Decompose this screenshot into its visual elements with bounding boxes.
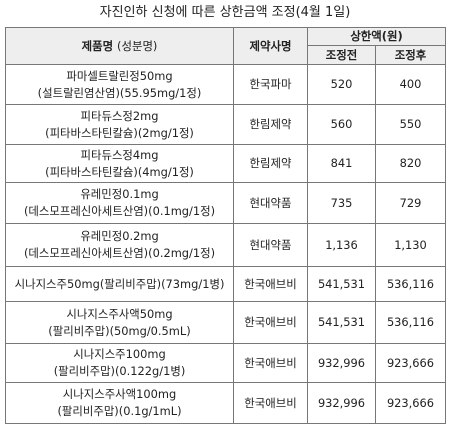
product-cell: 파마셀트랄린정50mg (설트랄린염산염)(55.95mg/1정) — [5, 64, 234, 105]
price-before-cell: 541,531 — [307, 266, 376, 302]
product-cell: 시나지스주사액100mg (팔리비주맙)(0.1g/1mL) — [5, 382, 234, 424]
price-after-cell: 729 — [375, 182, 446, 224]
product-name-line1: 시나지스주사액100mg — [62, 387, 177, 401]
table-row: 피타듀스정4mg (피타바스타틴칼슘)(4mg/1정) 한림제약 841 820 — [5, 144, 446, 183]
product-name-line2: (데스모프레신아세트산염)(0.2mg/1정) — [23, 246, 216, 260]
product-cell: 유레민정0.2mg (데스모프레신아세트산염)(0.2mg/1정) — [5, 223, 234, 267]
table-row: 파마셀트랄린정50mg (설트랄린염산염)(55.95mg/1정) 한국파마 5… — [5, 64, 446, 105]
maker-cell: 현대약품 — [233, 182, 308, 224]
price-before-cell: 520 — [307, 64, 376, 105]
header-row-1: 제품명 (성분명) 제약사명 상한액(원) — [5, 27, 446, 65]
product-name-line1: 파마셀트랄린정50mg — [66, 68, 173, 83]
product-name-line2: (팔리비주맙)(0.122g/1병) — [53, 364, 186, 378]
price-after-cell: 536,116 — [375, 301, 446, 344]
product-name-line1: 피타듀스정4mg — [80, 147, 159, 162]
price-after-cell: 820 — [375, 144, 446, 183]
price-after-cell: 923,666 — [375, 343, 446, 383]
table-row: 시나지스주사액50mg (팔리비주맙)(50mg/0.5mL) 한국애브비 54… — [5, 301, 446, 344]
price-before-cell: 541,531 — [307, 301, 376, 344]
price-before-cell: 735 — [307, 182, 376, 224]
product-name-line2: (피타바스타틴칼슘)(2mg/1정) — [45, 125, 194, 140]
maker-cell: 한국파마 — [233, 64, 308, 105]
price-before-cell: 841 — [307, 144, 376, 183]
price-before-cell: 932,996 — [307, 343, 376, 383]
table-row: 유레민정0.1mg (데스모프레신아세트산염)(0.1mg/1정) 현대약품 7… — [5, 182, 446, 224]
table-body: 파마셀트랄린정50mg (설트랄린염산염)(55.95mg/1정) 한국파마 5… — [5, 64, 446, 424]
product-cell: 피타듀스정4mg (피타바스타틴칼슘)(4mg/1정) — [5, 144, 234, 183]
header-maker: 제약사명 — [233, 27, 308, 65]
product-name-line1: 피타듀스정2mg — [80, 108, 159, 123]
product-cell: 피타듀스정2mg (피타바스타틴칼슘)(2mg/1정) — [5, 104, 234, 145]
price-after-cell: 923,666 — [375, 382, 446, 424]
product-name-line2: (피타바스타틴칼슘)(4mg/1정) — [45, 164, 194, 179]
maker-cell: 한국애브비 — [233, 382, 308, 424]
product-name-line2: (팔리비주맙)(50mg/0.5mL) — [48, 323, 191, 338]
product-name-line1: 시나지스주50mg(팔리비주맙)(73mg/1병) — [14, 276, 225, 291]
header-price-group: 상한액(원) — [307, 27, 446, 46]
table-row: 시나지스주사액100mg (팔리비주맙)(0.1g/1mL) 한국애브비 932… — [5, 382, 446, 424]
price-after-cell: 1,130 — [375, 223, 446, 267]
product-name-line2: (데스모프레신아세트산염)(0.1mg/1정) — [23, 204, 216, 218]
product-name-line2: (설트랄린염산염)(55.95mg/1정) — [37, 85, 202, 100]
price-after-cell: 536,116 — [375, 266, 446, 302]
product-cell: 유레민정0.1mg (데스모프레신아세트산염)(0.1mg/1정) — [5, 182, 234, 224]
table-row: 유레민정0.2mg (데스모프레신아세트산염)(0.2mg/1정) 현대약품 1… — [5, 223, 446, 267]
table-row: 시나지스주50mg(팔리비주맙)(73mg/1병) 한국애브비 541,531 … — [5, 266, 446, 302]
product-cell: 시나지스주사액50mg (팔리비주맙)(50mg/0.5mL) — [5, 301, 234, 344]
price-after-cell: 550 — [375, 104, 446, 145]
price-before-cell: 1,136 — [307, 223, 376, 267]
product-name-line1: 시나지스주100mg — [73, 347, 166, 361]
header-price-group-label: 상한액(원) — [350, 29, 403, 43]
header-product-label: 제품명 — [81, 38, 114, 53]
product-name-line1: 시나지스주사액50mg — [66, 306, 173, 321]
price-adjustment-table: 제품명 (성분명) 제약사명 상한액(원) 조정전 조정후 파마셀트랄린정50m… — [5, 27, 446, 424]
price-before-cell: 560 — [307, 104, 376, 145]
maker-cell: 한림제약 — [233, 104, 308, 145]
table-row: 시나지스주100mg (팔리비주맙)(0.122g/1병) 한국애브비 932,… — [5, 343, 446, 383]
product-name-line1: 유레민정0.1mg — [80, 187, 159, 201]
table-title: 자진인하 신청에 따른 상한금액 조정(4월 1일) — [99, 5, 351, 20]
maker-cell: 한국애브비 — [233, 343, 308, 383]
maker-cell: 한국애브비 — [233, 301, 308, 344]
header-after: 조정후 — [375, 45, 446, 65]
header-before: 조정전 — [307, 45, 376, 65]
product-name-line1: 유레민정0.2mg — [80, 229, 159, 243]
product-cell: 시나지스주100mg (팔리비주맙)(0.122g/1병) — [5, 343, 234, 383]
product-cell: 시나지스주50mg(팔리비주맙)(73mg/1병) — [5, 266, 234, 302]
header-row-2: 조정전 조정후 — [6, 45, 446, 65]
maker-cell: 한국애브비 — [233, 266, 308, 302]
header-product: 제품명 (성분명) — [5, 27, 234, 65]
header-ingredient-label: (성분명) — [117, 38, 158, 53]
product-name-line2: (팔리비주맙)(0.1g/1mL) — [57, 404, 182, 418]
table-row: 피타듀스정2mg (피타바스타틴칼슘)(2mg/1정) 한림제약 560 550 — [5, 104, 446, 145]
price-before-cell: 932,996 — [307, 382, 376, 424]
maker-cell: 한림제약 — [233, 144, 308, 183]
maker-cell: 현대약품 — [233, 223, 308, 267]
price-after-cell: 400 — [375, 64, 446, 105]
